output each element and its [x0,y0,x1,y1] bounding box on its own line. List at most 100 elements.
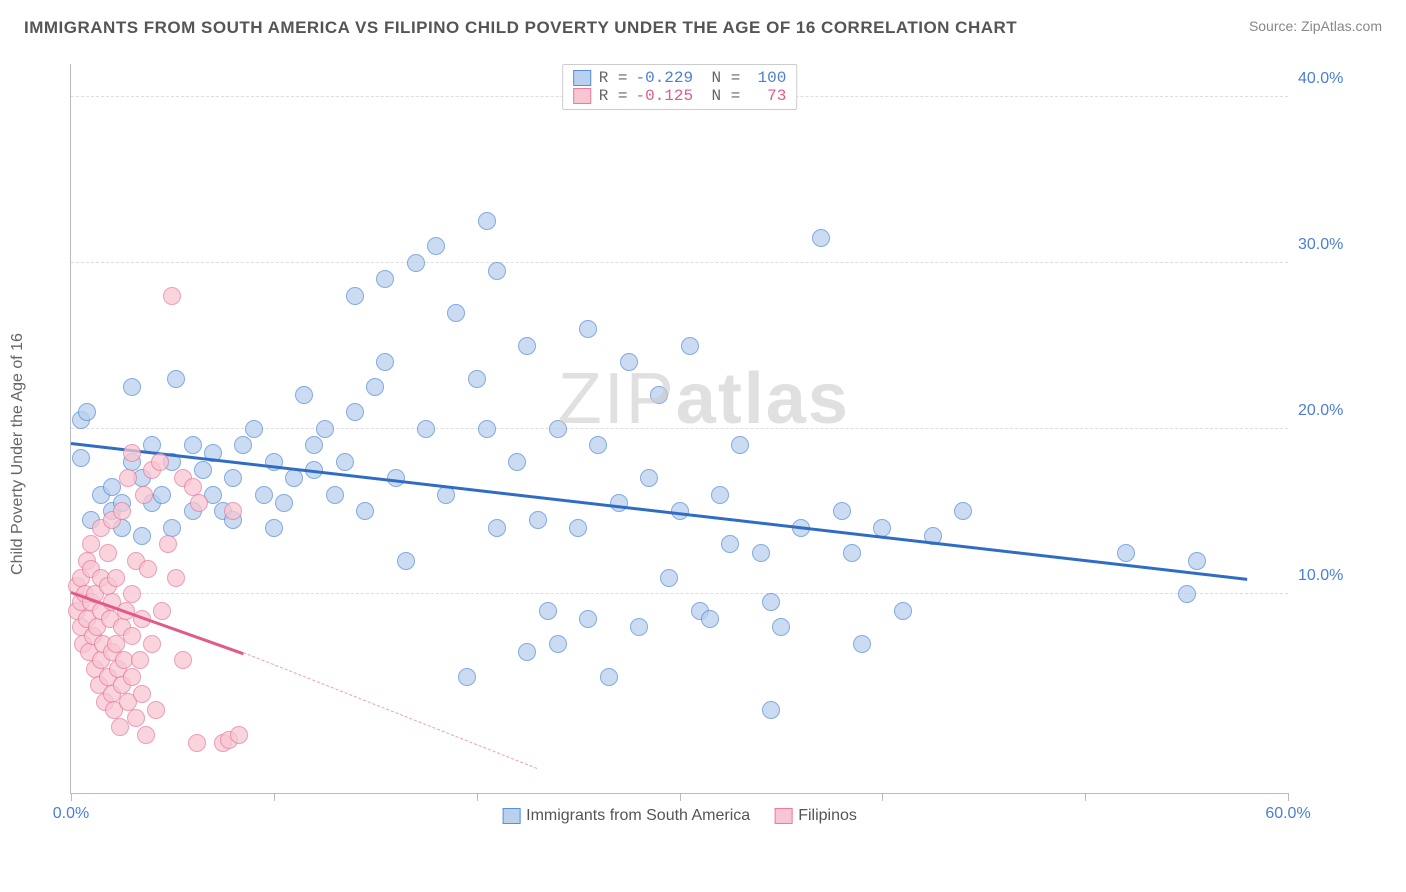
legend-item: Immigrants from South America [502,807,750,825]
x-tick-label: 0.0% [53,805,89,823]
data-point [107,635,125,653]
y-tick-label: 40.0% [1298,70,1368,88]
chart-title: IMMIGRANTS FROM SOUTH AMERICA VS FILIPIN… [24,18,1017,38]
gridline [71,262,1288,263]
data-point [72,449,90,467]
y-tick-label: 20.0% [1298,402,1368,420]
data-point [326,486,344,504]
data-point [954,502,972,520]
data-point [285,469,303,487]
x-tick [477,793,478,801]
data-point [376,353,394,371]
legend-swatch [774,808,792,824]
data-point [230,726,248,744]
data-point [174,651,192,669]
data-point [188,734,206,752]
data-point [549,635,567,653]
chart-container: Child Poverty Under the Age of 16 ZIPatl… [60,54,1378,854]
data-point [184,436,202,454]
data-point [159,535,177,553]
n-label: N = [712,69,741,87]
y-tick-label: 30.0% [1298,236,1368,254]
data-point [133,685,151,703]
data-point [600,668,618,686]
data-point [366,378,384,396]
data-point [123,444,141,462]
data-point [853,635,871,653]
x-tick [680,793,681,801]
plot-area: ZIPatlas R =-0.229N =100R =-0.125N = 73 … [70,64,1288,794]
data-point [417,420,435,438]
n-value: 73 [748,87,786,105]
data-point [139,560,157,578]
n-value: 100 [748,69,786,87]
series-legend: Immigrants from South America Filipinos [502,807,857,825]
data-point [407,254,425,272]
data-point [346,287,364,305]
data-point [131,651,149,669]
data-point [447,304,465,322]
y-axis-label: Child Poverty Under the Age of 16 [9,333,27,575]
y-tick-label: 10.0% [1298,567,1368,585]
data-point [681,337,699,355]
data-point [113,502,131,520]
data-point [224,502,242,520]
r-label: R = [599,87,628,105]
data-point [508,453,526,471]
data-point [468,370,486,388]
data-point [833,502,851,520]
data-point [640,469,658,487]
data-point [630,618,648,636]
data-point [518,643,536,661]
data-point [153,602,171,620]
trend-line-dashed [243,652,537,769]
data-point [589,436,607,454]
source-name: ZipAtlas.com [1301,18,1382,34]
trend-line [71,442,1248,581]
x-tick [1085,793,1086,801]
data-point [123,378,141,396]
data-point [762,701,780,719]
legend-swatch [573,70,591,86]
data-point [135,486,153,504]
x-tick [274,793,275,801]
data-point [397,552,415,570]
x-tick-label: 60.0% [1265,805,1310,823]
data-point [539,602,557,620]
data-point [103,478,121,496]
data-point [153,486,171,504]
legend-label: Filipinos [798,807,857,825]
data-point [579,610,597,628]
data-point [151,453,169,471]
data-point [731,436,749,454]
data-point [610,494,628,512]
data-point [78,403,96,421]
r-value: -0.125 [636,87,696,105]
data-point [163,519,181,537]
data-point [133,527,151,545]
x-tick [882,793,883,801]
data-point [752,544,770,562]
data-point [255,486,273,504]
data-point [1178,585,1196,603]
data-point [119,469,137,487]
data-point [99,544,117,562]
data-point [660,569,678,587]
data-point [549,420,567,438]
data-point [478,420,496,438]
data-point [488,519,506,537]
r-value: -0.229 [636,69,696,87]
data-point [123,668,141,686]
r-label: R = [599,69,628,87]
source-prefix: Source: [1249,18,1301,34]
data-point [620,353,638,371]
data-point [143,635,161,653]
data-point [711,486,729,504]
data-point [336,453,354,471]
data-point [194,461,212,479]
data-point [265,519,283,537]
correlation-legend: R =-0.229N =100R =-0.125N = 73 [562,64,798,110]
data-point [427,237,445,255]
data-point [305,436,323,454]
data-point [650,386,668,404]
